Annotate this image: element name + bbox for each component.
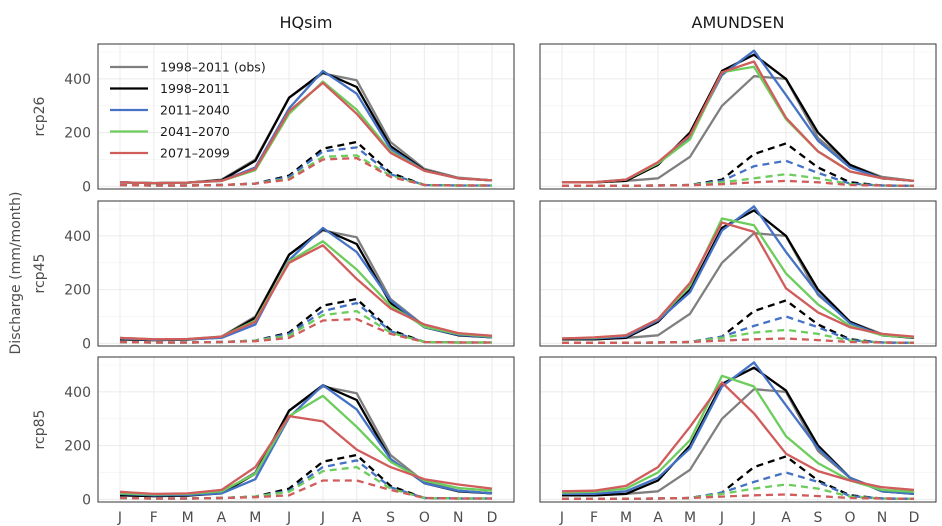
x-tick-label: D	[487, 510, 498, 526]
panel-border	[97, 356, 515, 503]
legend: 1998–2011 (obs) 1998–2011 2011–2040 2041–20…	[110, 60, 266, 161]
y-tick-label: 200	[64, 283, 91, 299]
panel-border	[539, 43, 937, 190]
facet-title-hqsim: HQsim	[280, 13, 333, 32]
x-tick-label: F	[590, 510, 598, 526]
facet-title-amundsen: AMUNDSEN	[692, 13, 785, 32]
y-tick-label: 400	[64, 385, 91, 401]
series-line-solid	[119, 414, 493, 496]
series-line-solid	[561, 217, 915, 340]
series-line-solid	[119, 228, 493, 342]
legend-label: 2011–2040	[160, 103, 230, 118]
panel-amundsen-rcp26	[539, 43, 937, 190]
x-tick-label: S	[814, 510, 823, 526]
panel-border	[539, 356, 937, 503]
series-line-dashed	[562, 315, 915, 344]
panel-hqsim-rcp26: 0 200 400	[64, 43, 515, 195]
x-tick-label: A	[781, 510, 791, 526]
panel-border	[97, 43, 515, 190]
x-tick-label: F	[150, 510, 158, 526]
x-tick-label: O	[419, 510, 430, 526]
x-tick-label: J	[320, 510, 325, 526]
y-tick-label: 0	[82, 336, 91, 352]
x-tick-label: A	[217, 510, 227, 526]
row-label-rcp45: rcp45	[32, 254, 48, 294]
legend-label: 1998–2011 (obs)	[160, 60, 266, 75]
y-axis-title: Discharge (mm/month)	[8, 192, 24, 355]
series-line-solid	[119, 244, 493, 341]
series-line-solid	[561, 221, 915, 340]
series-line-solid	[562, 60, 915, 184]
series-line-solid	[562, 53, 915, 184]
series-line-dashed	[119, 297, 492, 344]
y-tick-label: 400	[64, 229, 91, 245]
x-tick-label: J	[286, 510, 291, 526]
legend-label: 2071–2099	[160, 146, 230, 161]
x-tick-label: J	[117, 510, 122, 526]
y-tick-label: 400	[64, 72, 91, 88]
x-tick-label: M	[249, 510, 261, 526]
series-line-dashed	[119, 317, 492, 344]
series-line-solid	[562, 209, 915, 341]
series-line-solid	[119, 384, 493, 497]
series-line-solid	[562, 65, 915, 184]
x-tick-label: A	[352, 510, 362, 526]
series-line-solid	[119, 240, 493, 341]
series-line-solid	[561, 381, 915, 493]
series-line-dashed	[119, 479, 492, 500]
series-line-dashed	[562, 471, 915, 500]
x-tick-label: J	[719, 510, 724, 526]
series-line-solid	[562, 205, 915, 340]
row-label-rcp26: rcp26	[32, 96, 48, 136]
series-line-solid	[119, 385, 493, 498]
row-label-rcp85: rcp85	[32, 410, 48, 450]
panel-hqsim-rcp85: 0 200 400 J F M A M J J A S O N D	[64, 356, 515, 526]
panel-amundsen-rcp45	[539, 200, 937, 347]
series-line-solid	[562, 366, 915, 497]
series-line-dashed	[119, 453, 492, 500]
x-tick-label: J	[751, 510, 756, 526]
x-tick-label: O	[844, 510, 855, 526]
x-tick-label: J	[559, 510, 564, 526]
x-tick-label: N	[877, 510, 887, 526]
panel-border	[97, 200, 515, 347]
series-line-dashed	[562, 337, 915, 344]
x-tick-label: N	[453, 510, 463, 526]
y-tick-label: 200	[64, 439, 91, 455]
legend-label: 1998–2011	[160, 81, 230, 96]
series-line-dashed	[562, 179, 915, 187]
x-tick-label: A	[653, 510, 663, 526]
y-tick-label: 200	[64, 126, 91, 142]
series-line-solid	[119, 226, 493, 341]
y-tick-label: 0	[82, 492, 91, 508]
legend-label: 2041–2070	[160, 124, 230, 139]
panel-hqsim-rcp45: 0 200 400	[64, 200, 515, 352]
x-tick-label: M	[684, 510, 696, 526]
series-line-dashed	[119, 301, 492, 344]
series-line-solid	[119, 81, 493, 185]
series-line-dashed	[562, 493, 915, 500]
series-line-solid	[561, 374, 915, 494]
series-line-dashed	[119, 156, 492, 187]
series-line-solid	[562, 361, 915, 496]
x-tick-label: D	[909, 510, 920, 526]
x-tick-label: M	[620, 510, 632, 526]
panel-border	[539, 200, 937, 347]
series-line-solid	[119, 229, 493, 342]
y-tick-label: 0	[82, 179, 91, 195]
x-tick-label: M	[182, 510, 194, 526]
x-tick-label: S	[386, 510, 395, 526]
